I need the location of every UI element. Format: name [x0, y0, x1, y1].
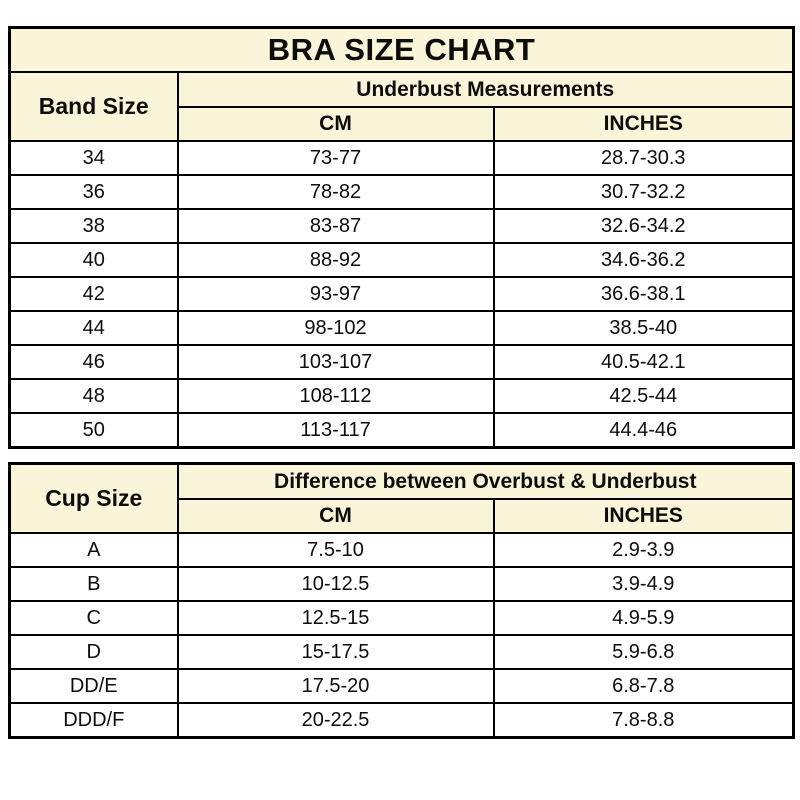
- cup-size-cell: D: [8, 634, 179, 670]
- cm-cell: 12.5-15: [176, 600, 495, 636]
- cup-cm-header: CM: [176, 498, 495, 534]
- band-size-cell: 36: [8, 174, 179, 210]
- band-size-cell: 42: [8, 276, 179, 312]
- table-row: 38 83-87 32.6-34.2: [8, 208, 795, 244]
- table-row: B 10-12.5 3.9-4.9: [8, 566, 795, 602]
- cm-cell: 83-87: [176, 208, 495, 244]
- table-row: 36 78-82 30.7-32.2: [8, 174, 795, 210]
- table-row: 48 108-112 42.5-44: [8, 378, 795, 414]
- band-size-cell: 38: [8, 208, 179, 244]
- inches-cell: 32.6-34.2: [492, 208, 795, 244]
- inches-cell: 30.7-32.2: [492, 174, 795, 210]
- band-size-cell: 40: [8, 242, 179, 278]
- band-size-table: BRA SIZE CHART Band Size Underbust Measu…: [8, 26, 796, 449]
- difference-overbust-underbust-header: Difference between Overbust & Underbust: [176, 462, 795, 500]
- cup-size-cell: C: [8, 600, 179, 636]
- cup-inches-header: INCHES: [492, 498, 795, 534]
- cup-size-header: Cup Size: [8, 462, 179, 534]
- band-size-cell: 34: [8, 140, 179, 176]
- cm-cell: 17.5-20: [176, 668, 495, 704]
- cup-size-table: Cup Size Difference between Overbust & U…: [8, 462, 796, 739]
- table-row: 50 113-117 44.4-46: [8, 412, 795, 449]
- cup-size-cell: DDD/F: [8, 702, 179, 739]
- inches-cell: 42.5-44: [492, 378, 795, 414]
- table-row: 44 98-102 38.5-40: [8, 310, 795, 346]
- underbust-measurements-header: Underbust Measurements: [176, 71, 795, 108]
- unit-header-row: CM INCHES: [10, 498, 795, 534]
- table-row: DDD/F 20-22.5 7.8-8.8: [8, 702, 795, 739]
- cm-cell: 98-102: [176, 310, 495, 346]
- band-size-cell: 48: [8, 378, 179, 414]
- band-size-cell: 44: [8, 310, 179, 346]
- table-row: C 12.5-15 4.9-5.9: [8, 600, 795, 636]
- unit-header-row: CM INCHES: [10, 106, 795, 142]
- cup-size-cell: B: [8, 566, 179, 602]
- inches-cell: 2.9-3.9: [492, 532, 795, 568]
- cm-cell: 93-97: [176, 276, 495, 312]
- chart-title: BRA SIZE CHART: [8, 26, 795, 73]
- table-row: DD/E 17.5-20 6.8-7.8: [8, 668, 795, 704]
- inches-cell: 6.8-7.8: [492, 668, 795, 704]
- group-header-row: Band Size Underbust Measurements: [8, 71, 795, 142]
- inches-cell: 5.9-6.8: [492, 634, 795, 670]
- inches-cell: 4.9-5.9: [492, 600, 795, 636]
- inches-cell: 7.8-8.8: [492, 702, 795, 739]
- cm-cell: 7.5-10: [176, 532, 495, 568]
- table-divider-gap: [8, 449, 792, 462]
- inches-cell: 40.5-42.1: [492, 344, 795, 380]
- table-row: 34 73-77 28.7-30.3: [8, 140, 795, 176]
- inches-cell: 34.6-36.2: [492, 242, 795, 278]
- cm-cell: 113-117: [176, 412, 495, 449]
- inches-cell: 28.7-30.3: [492, 140, 795, 176]
- band-cm-header: CM: [176, 106, 495, 142]
- cm-cell: 73-77: [176, 140, 495, 176]
- table-row: A 7.5-10 2.9-3.9: [8, 532, 795, 568]
- cm-cell: 78-82: [176, 174, 495, 210]
- table-row: 40 88-92 34.6-36.2: [8, 242, 795, 278]
- table-row: 46 103-107 40.5-42.1: [8, 344, 795, 380]
- band-size-cell: 46: [8, 344, 179, 380]
- cm-cell: 108-112: [176, 378, 495, 414]
- title-row: BRA SIZE CHART: [8, 26, 795, 73]
- cup-size-cell: DD/E: [8, 668, 179, 704]
- inches-cell: 36.6-38.1: [492, 276, 795, 312]
- cm-cell: 103-107: [176, 344, 495, 380]
- band-size-cell: 50: [8, 412, 179, 449]
- cm-cell: 15-17.5: [176, 634, 495, 670]
- cup-size-cell: A: [8, 532, 179, 568]
- table-row: 42 93-97 36.6-38.1: [8, 276, 795, 312]
- inches-cell: 38.5-40: [492, 310, 795, 346]
- cm-cell: 20-22.5: [176, 702, 495, 739]
- cm-cell: 88-92: [176, 242, 495, 278]
- cm-cell: 10-12.5: [176, 566, 495, 602]
- band-size-header: Band Size: [8, 71, 179, 142]
- inches-cell: 44.4-46: [492, 412, 795, 449]
- inches-cell: 3.9-4.9: [492, 566, 795, 602]
- band-inches-header: INCHES: [492, 106, 795, 142]
- table-row: D 15-17.5 5.9-6.8: [8, 634, 795, 670]
- group-header-row: Cup Size Difference between Overbust & U…: [8, 462, 795, 534]
